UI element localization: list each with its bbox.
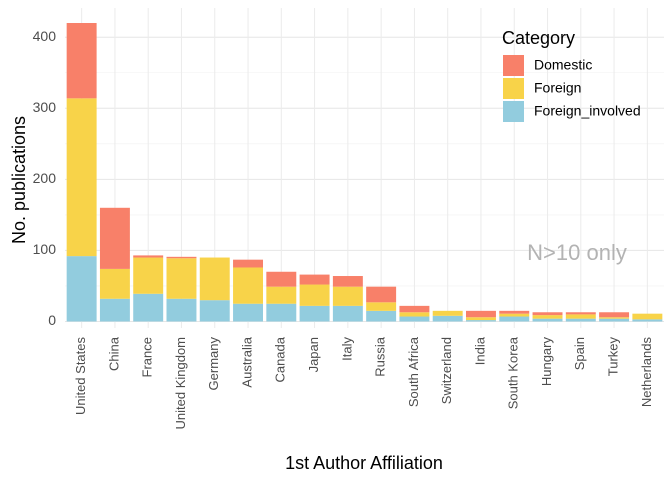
bar-segment-domestic: [532, 312, 563, 316]
bar-segment-foreign-involved: [166, 298, 197, 322]
x-tick-label: Italy: [339, 337, 354, 361]
bar-segment-domestic: [99, 207, 130, 269]
bar-segment-foreign: [299, 284, 330, 306]
bar-segment-foreign-involved: [532, 318, 563, 322]
bar-segment-foreign-involved: [99, 298, 130, 322]
bar-segment-domestic: [565, 312, 596, 315]
x-tick-label: Russia: [373, 336, 388, 377]
bar-segment-domestic: [66, 23, 97, 99]
bar-segment-foreign: [632, 313, 663, 320]
bar-segment-foreign: [432, 310, 463, 316]
bar-segment-foreign: [366, 302, 397, 311]
x-tick-label: Australia: [239, 336, 254, 387]
x-tick-label: Germany: [206, 337, 221, 391]
bar-segment-foreign-involved: [465, 320, 496, 322]
bar-segment-foreign: [66, 98, 97, 257]
bar-segment-domestic: [366, 286, 397, 303]
bar-segment-foreign-involved: [233, 303, 264, 322]
bar-segment-domestic: [465, 310, 496, 318]
x-tick-label: United Kingdom: [173, 337, 188, 430]
x-tick-label: Japan: [306, 337, 321, 372]
bar-segment-foreign: [133, 257, 164, 294]
y-tick-label: 200: [33, 170, 57, 186]
x-tick-label: France: [140, 337, 155, 377]
bar-segment-domestic: [299, 274, 330, 285]
x-tick-label: South Korea: [506, 336, 521, 409]
bar-segment-domestic: [399, 305, 430, 313]
x-tick-label: India: [472, 336, 487, 365]
bar-segment-foreign: [99, 268, 130, 299]
bar-segment-domestic: [499, 310, 530, 314]
y-axis-ticks: 0 100 200 300 400: [33, 28, 57, 328]
bar-segment-foreign-involved: [565, 318, 596, 322]
y-axis-title: No. publications: [9, 116, 29, 244]
bar-segment-foreign: [166, 258, 197, 299]
bar-segment-foreign: [599, 317, 630, 319]
bar-segment-foreign: [266, 286, 297, 304]
legend-key: [503, 101, 524, 122]
y-tick-label: 0: [48, 312, 56, 328]
x-tick-label: Turkey: [606, 337, 621, 377]
y-tick-label: 100: [33, 241, 57, 257]
bar-segment-foreign-involved: [66, 256, 97, 322]
bar-segment-foreign-involved: [199, 300, 230, 322]
bar-segment-foreign-involved: [133, 293, 164, 322]
bar-segment-foreign: [233, 267, 264, 304]
bar-segment-foreign-involved: [432, 315, 463, 322]
annotation-text: N>10 only: [527, 240, 627, 265]
bar-segment-foreign: [565, 314, 596, 319]
bar-segment-foreign: [199, 257, 230, 301]
bar-segment-domestic: [133, 255, 164, 258]
bar-segment-foreign-involved: [399, 316, 430, 322]
x-axis-ticks: United States China France United Kingdom Ge…: [73, 336, 654, 429]
bar-segment-domestic: [599, 312, 630, 318]
legend: Category Domestic Foreign Foreign_involved: [502, 28, 641, 122]
bar-segment-domestic: [233, 259, 264, 268]
bar-segment-foreign-involved: [499, 316, 530, 322]
legend-label: Domestic: [534, 57, 592, 73]
bar-segment-foreign-involved: [332, 305, 363, 322]
bar-segment-foreign: [332, 286, 363, 306]
x-tick-label: United States: [73, 337, 88, 416]
x-tick-label: Hungary: [539, 337, 554, 387]
legend-label: Foreign_involved: [534, 103, 641, 119]
y-tick-label: 300: [33, 99, 57, 115]
legend-label: Foreign: [534, 80, 581, 96]
bar-segment-domestic: [332, 276, 363, 287]
bar-segment-foreign: [399, 312, 430, 317]
legend-key: [503, 78, 524, 99]
x-axis-title: 1st Author Affiliation: [285, 453, 443, 473]
x-tick-label: China: [106, 336, 121, 371]
bar-segment-foreign: [532, 315, 563, 319]
bar-segment-foreign-involved: [266, 303, 297, 322]
bar-segment-foreign: [465, 317, 496, 321]
bar-segment-domestic: [266, 271, 297, 287]
x-tick-label: Netherlands: [639, 337, 654, 408]
bar-segment-foreign-involved: [599, 318, 630, 322]
legend-title: Category: [502, 28, 575, 48]
x-tick-label: Switzerland: [439, 337, 454, 404]
bar-segment-domestic: [166, 256, 197, 259]
bar-segment-foreign-involved: [299, 305, 330, 322]
bar-segment-foreign-involved: [366, 310, 397, 322]
bar-segment-foreign-involved: [632, 319, 663, 322]
x-tick-label: Canada: [273, 336, 288, 382]
x-tick-label: Spain: [572, 337, 587, 370]
x-tick-label: South Africa: [406, 336, 421, 407]
bar-stacks: [66, 23, 663, 322]
bar-segment-foreign: [499, 313, 530, 317]
y-tick-label: 400: [33, 28, 57, 44]
legend-key: [503, 55, 524, 76]
